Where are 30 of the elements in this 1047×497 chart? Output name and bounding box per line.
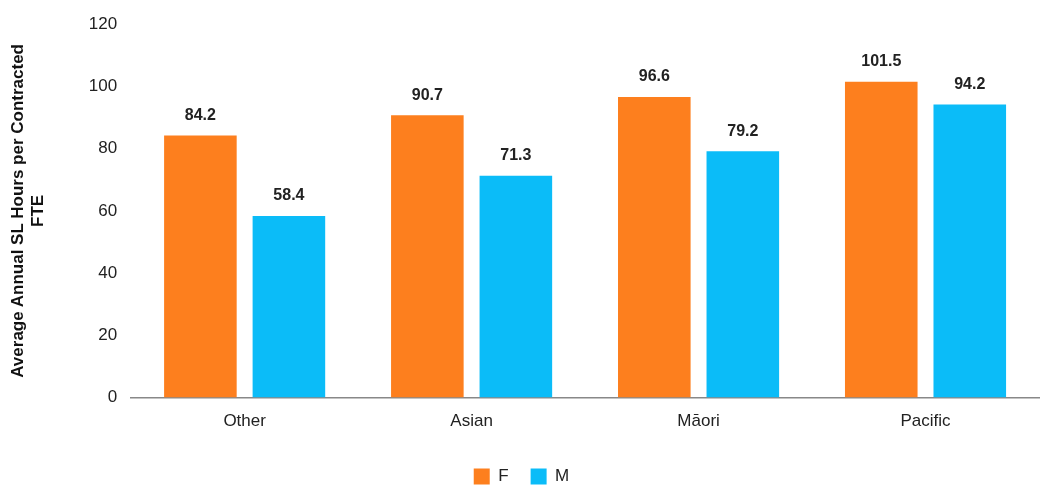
y-tick-label: 120 <box>88 13 118 33</box>
bar <box>933 104 1007 398</box>
y-axis-title: Average Annual SL Hours per Contracted FTE <box>7 44 48 378</box>
data-label: 79.2 <box>727 121 759 139</box>
x-tick-label: Asian <box>450 411 493 431</box>
bar <box>252 215 326 398</box>
y-tick-label: 20 <box>98 325 118 345</box>
data-label: 94.2 <box>954 74 986 92</box>
bar <box>164 135 237 398</box>
legend-label: M <box>555 466 570 486</box>
bar <box>844 81 918 398</box>
data-label: 90.7 <box>411 85 444 103</box>
y-tick-label: 0 <box>107 387 118 407</box>
data-label: 96.6 <box>638 67 670 85</box>
data-label: 101.5 <box>861 52 902 70</box>
bar <box>706 151 780 398</box>
y-tick-label: 60 <box>98 200 118 220</box>
data-label: 58.4 <box>273 186 305 204</box>
data-label: 84.2 <box>184 106 217 123</box>
x-tick-label: Māori <box>677 411 720 431</box>
bar <box>391 115 464 398</box>
y-tick-label: 100 <box>88 76 118 96</box>
bar <box>618 97 691 398</box>
x-tick-label: Pacific <box>900 411 952 431</box>
y-tick-label: 40 <box>98 262 118 282</box>
y-tick-label: 80 <box>98 138 118 158</box>
bar <box>479 175 553 398</box>
data-label: 71.3 <box>500 146 532 164</box>
legend-label: F <box>498 466 509 486</box>
x-tick-label: Other <box>223 411 267 431</box>
